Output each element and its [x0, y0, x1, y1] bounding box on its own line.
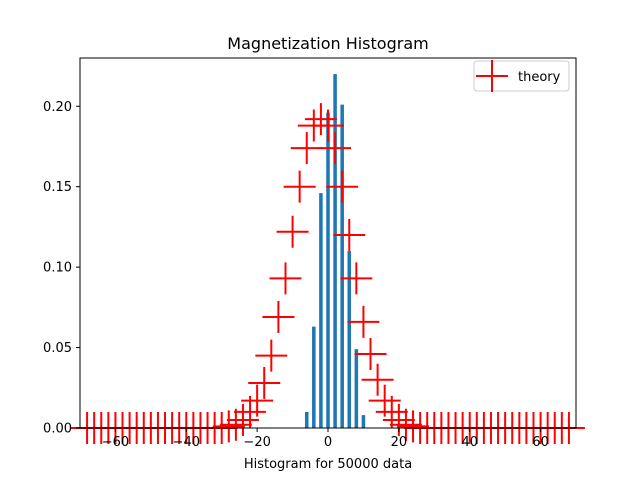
theory-marker [255, 339, 288, 372]
theory-marker [219, 408, 252, 441]
theory-marker [340, 262, 373, 295]
x-tick-label: −20 [243, 435, 270, 450]
theory-marker [226, 403, 259, 436]
theory-marker [354, 338, 387, 370]
theory-marker [397, 410, 430, 443]
x-tick-label: −60 [102, 435, 129, 450]
histogram-bar [312, 326, 316, 428]
x-axis-ticks: −60 −40 −20 0 20 40 60 [102, 428, 549, 450]
x-axis-label: Histogram for 50000 data [244, 457, 412, 472]
theory-marker [375, 395, 408, 428]
legend: theory [473, 60, 570, 92]
theory-marker [212, 410, 245, 443]
legend-theory-marker [476, 60, 508, 92]
histogram-bars [304, 74, 366, 429]
y-tick-label: 0.20 [43, 100, 72, 115]
theory-marker [389, 408, 422, 441]
theory-marker [290, 132, 323, 165]
theory-marker [361, 363, 394, 396]
y-tick-label: 0.05 [43, 341, 72, 356]
legend-theory-label: theory [518, 70, 561, 85]
theory-marker [326, 170, 359, 203]
histogram-bar [354, 349, 359, 428]
theory-marker [276, 215, 309, 248]
y-tick-label: 0.00 [43, 422, 72, 437]
histogram-bar [340, 104, 344, 429]
theory-marker [269, 262, 302, 295]
theory-marker [333, 218, 366, 251]
theory-marker [262, 301, 295, 333]
y-tick-label: 0.15 [43, 180, 72, 195]
theory-marker [347, 305, 380, 338]
histogram-bar [326, 112, 330, 429]
x-tick-label: −40 [173, 435, 200, 450]
histogram-bar [333, 74, 337, 428]
theory-marker [248, 366, 281, 399]
y-axis-ticks: 0.00 0.05 0.10 0.15 0.20 [43, 100, 80, 437]
x-tick-label: 60 [532, 435, 549, 450]
histogram-bar [319, 193, 323, 428]
theory-marker [319, 132, 352, 165]
x-tick-label: 40 [461, 435, 478, 450]
histogram-bar [347, 251, 352, 428]
histogram-bar [304, 411, 309, 428]
theory-marker [241, 384, 274, 417]
chart-title: Magnetization Histogram [227, 34, 428, 53]
theory-marker [304, 103, 337, 136]
x-tick-label: 0 [324, 435, 332, 450]
legend-box [473, 60, 570, 92]
x-tick-label: 20 [391, 435, 408, 450]
theory-marker [312, 109, 344, 142]
histogram-bar [361, 415, 366, 428]
y-tick-label: 0.10 [43, 261, 72, 276]
theory-marker [283, 170, 316, 203]
